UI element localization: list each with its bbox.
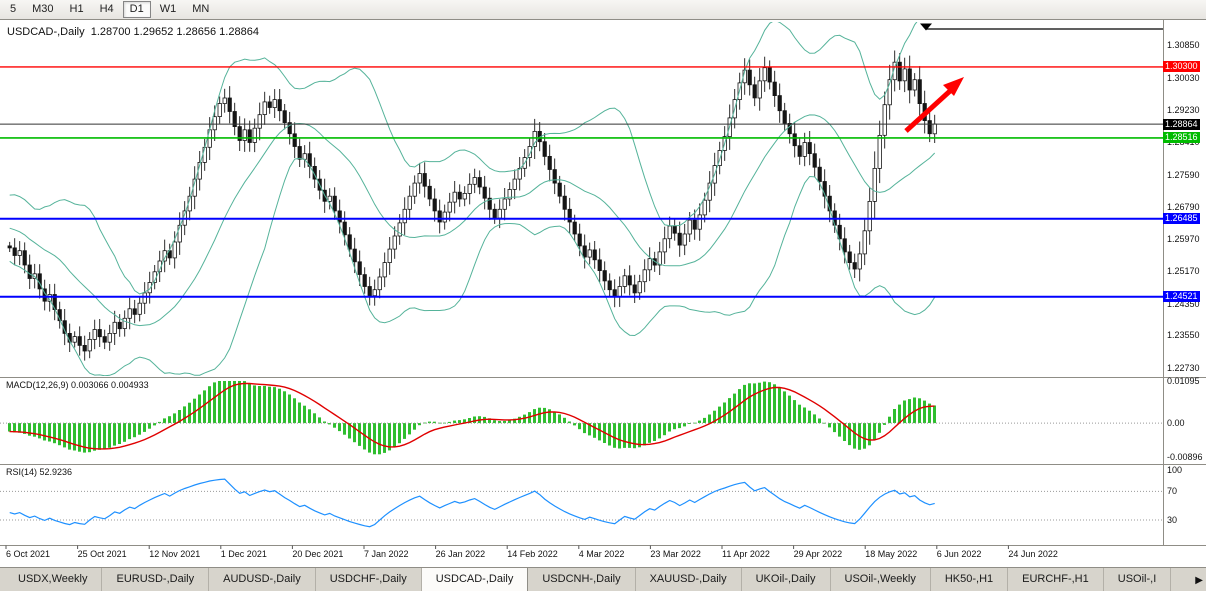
panel-separators [0, 20, 1206, 546]
symbol-tab-ukoil-daily[interactable]: UKOil-,Daily [742, 568, 831, 591]
price-axis-label: 1.27590 [1167, 169, 1200, 180]
symbol-tab-usdcnh-daily[interactable]: USDCNH-,Daily [528, 568, 636, 591]
timeframe-button-d1[interactable]: D1 [122, 1, 151, 18]
price-tag-1.24521: 1.24521 [1163, 291, 1200, 303]
date-axis-label: 20 Dec 2021 [292, 549, 344, 559]
date-axis-label: 23 Mar 2022 [650, 549, 701, 559]
price-tag-1.26485: 1.26485 [1163, 213, 1200, 225]
macd-axis-label: 0.00 [1167, 418, 1185, 429]
current-price-tag: 1.28864 [1163, 118, 1200, 130]
timeframe-button-m30[interactable]: M30 [32, 3, 54, 15]
symbol-tab-usdx-weekly[interactable]: USDX,Weekly [4, 568, 103, 591]
timeframe-button-h1[interactable]: H1 [69, 3, 84, 15]
timeframe-button-5[interactable]: 5 [10, 3, 17, 15]
chart-title: USDCAD-,Daily 1.28700 1.29652 1.28656 1.… [7, 26, 259, 38]
macd-axis-label: -0.00896 [1167, 452, 1203, 463]
price-axis-label: 1.25970 [1167, 234, 1200, 245]
price-axis-label: 1.30030 [1167, 72, 1200, 83]
date-axis-label: 4 Mar 2022 [578, 549, 625, 559]
date-axis-label: 6 Jun 2022 [936, 549, 982, 559]
timeframe-button-h4[interactable]: H4 [99, 3, 114, 15]
macd-histogram [8, 381, 936, 455]
symbol-tab-audusd-daily[interactable]: AUDUSD-,Daily [209, 568, 316, 591]
date-axis-label: 1 Dec 2021 [220, 549, 267, 559]
rsi-axis-label: 30 [1167, 515, 1178, 526]
date-ticks [5, 545, 1009, 549]
date-axis-label: 12 Nov 2021 [149, 549, 201, 559]
price-axis-label: 1.22730 [1167, 363, 1200, 374]
symbol-tabbar: USDX,Weekly EURUSD-,Daily AUDUSD-,Daily USD… [0, 567, 1206, 591]
date-axis-label: 25 Oct 2021 [77, 549, 127, 559]
date-axis[interactable]: 6 Oct 2021 25 Oct 2021 12 Nov 2021 1 Dec 20… [0, 546, 1163, 565]
price-axis-label: 1.29230 [1167, 104, 1200, 115]
chart-canvas[interactable] [0, 20, 1206, 567]
rsi-line [9, 478, 935, 528]
price-tag-1.28516: 1.28516 [1163, 132, 1200, 144]
date-axis-label: 11 Apr 2022 [722, 549, 770, 559]
price-axis-label: 1.26790 [1167, 201, 1200, 212]
macd-signal-line [9, 382, 935, 450]
symbol-tab-usdcad-daily[interactable]: USDCAD-,Daily [421, 568, 529, 591]
rsi-axis-label: 70 [1167, 486, 1178, 497]
timeframe-toolbar: 5 M30 H1 H4 D1 W1 MN [0, 0, 1206, 20]
date-axis-label: 29 Apr 2022 [793, 549, 843, 559]
price-axis-label: 1.30850 [1167, 40, 1200, 51]
bollinger-bands [9, 22, 936, 376]
candlestick-series [7, 50, 937, 361]
symbol-tab-usoil-i[interactable]: USOil-,I [1104, 568, 1172, 591]
symbol-tab-hk50-h1[interactable]: HK50-,H1 [931, 568, 1009, 591]
symbol-tab-xauusd-daily[interactable]: XAUUSD-,Daily [636, 568, 742, 591]
rsi-axis-label: 100 [1167, 465, 1183, 475]
date-axis-label: 18 May 2022 [865, 549, 918, 559]
date-axis-label: 24 Jun 2022 [1008, 549, 1058, 559]
price-axis-label: 1.25170 [1167, 265, 1200, 276]
symbol-tab-eurusd-daily[interactable]: EURUSD-,Daily [102, 568, 210, 591]
macd-axis-label: 0.01095 [1167, 376, 1200, 387]
chart-shift-marker-icon[interactable] [920, 23, 932, 31]
timeframe-button-w1[interactable]: W1 [159, 3, 177, 15]
price-tag-1.30300: 1.30300 [1163, 61, 1200, 73]
trend-arrow[interactable] [904, 77, 964, 133]
date-axis-label: 26 Jan 2022 [435, 549, 486, 559]
price-axis-label: 1.23550 [1167, 330, 1200, 341]
date-axis-label: 7 Jan 2022 [364, 549, 409, 559]
rsi-indicator-label: RSI(14) 52.9236 [6, 467, 73, 477]
price-axis[interactable]: 1.308501.300301.292301.284101.275901.267… [1163, 20, 1206, 546]
symbol-tab-usoil-weekly[interactable]: USOil-,Weekly [831, 568, 931, 591]
price-axis-label: 1.24350 [1167, 298, 1200, 309]
macd-indicator-label: MACD(12,26,9) 0.003066 0.004933 [6, 380, 149, 390]
date-axis-label: 6 Oct 2021 [6, 549, 51, 559]
tab-scroll-right-icon[interactable]: ▶ [1195, 575, 1203, 586]
timeframe-button-mn[interactable]: MN [192, 3, 210, 15]
symbol-tab-usdchf-daily[interactable]: USDCHF-,Daily [316, 568, 422, 591]
symbol-tab-eurchf-h1[interactable]: EURCHF-,H1 [1008, 568, 1104, 591]
date-axis-label: 14 Feb 2022 [507, 549, 558, 559]
